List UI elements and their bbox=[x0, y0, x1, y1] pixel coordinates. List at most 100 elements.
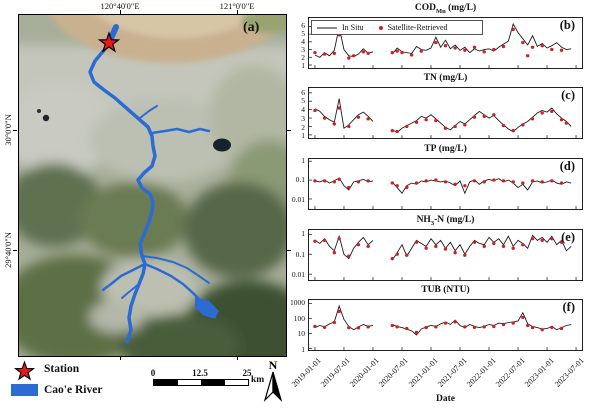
map-tick bbox=[237, 10, 238, 14]
satellite-point bbox=[313, 108, 317, 113]
satellite-point bbox=[356, 180, 361, 184]
x-axis-title: Date bbox=[436, 394, 455, 404]
satellite-point bbox=[530, 45, 535, 49]
panel-letter-f: (f) bbox=[562, 300, 576, 314]
y-tick-label: 2 bbox=[301, 122, 305, 132]
satellite-point bbox=[482, 50, 486, 54]
chart-title-d: TP (mg/L) bbox=[424, 144, 467, 154]
satellite-point bbox=[313, 239, 317, 243]
satellite-point bbox=[395, 49, 399, 53]
satellite-point bbox=[540, 44, 544, 48]
satellite-point bbox=[521, 243, 525, 247]
satellite-point bbox=[501, 44, 506, 49]
satellite-map bbox=[0, 0, 314, 380]
satellite-point bbox=[463, 184, 467, 188]
satellite-point bbox=[337, 177, 341, 181]
satellite-point bbox=[540, 328, 544, 332]
satellite-point bbox=[482, 180, 486, 184]
satellite-point bbox=[356, 115, 361, 119]
satellite-map-image bbox=[0, 0, 314, 380]
scalebar-end: 25 bbox=[242, 368, 252, 378]
map-lat-label-2: 29°40'0"N bbox=[3, 232, 13, 268]
satellite-point bbox=[414, 181, 419, 185]
satellite-point bbox=[366, 51, 370, 56]
dark-spot bbox=[42, 114, 50, 122]
satellite-point bbox=[332, 180, 337, 184]
satellite-point bbox=[521, 40, 525, 45]
satellite-point bbox=[443, 44, 448, 48]
in-situ-series bbox=[314, 98, 572, 133]
satellite-point bbox=[322, 238, 327, 243]
satellite-point bbox=[492, 241, 496, 246]
satellite-point bbox=[424, 325, 428, 330]
y-tick-label: 5 bbox=[301, 96, 305, 106]
satellite-point bbox=[395, 252, 399, 256]
satellite-point bbox=[332, 122, 337, 126]
y-tick-label: 6 bbox=[301, 21, 305, 31]
satellite-point bbox=[463, 123, 467, 127]
satellite-point bbox=[559, 240, 564, 244]
satellite-point bbox=[347, 56, 351, 60]
map-tick bbox=[237, 356, 238, 360]
satellite-point bbox=[443, 180, 448, 184]
river-path bbox=[88, 24, 211, 344]
satellite-point bbox=[550, 47, 554, 52]
satellite-point bbox=[463, 253, 467, 257]
satellite-point bbox=[347, 124, 351, 129]
satellite-point bbox=[424, 118, 428, 122]
plot-area-c bbox=[308, 87, 583, 139]
chart-title-e: NH3-N (mg/L) bbox=[416, 215, 475, 227]
satellite-point bbox=[356, 326, 361, 330]
x-tick-label: 2022-07-01 bbox=[494, 356, 527, 389]
satellite-point bbox=[526, 323, 530, 328]
y-tick-label: 3 bbox=[301, 45, 305, 55]
plot-area-e bbox=[308, 229, 583, 281]
map-lon-label-2: 121°0'0"E bbox=[219, 1, 255, 11]
y-tick-label: 1 bbox=[301, 155, 305, 165]
legend-station-label: Station bbox=[44, 363, 80, 375]
y-tick-label: 0.01 bbox=[291, 270, 305, 280]
scalebar-bar bbox=[153, 379, 249, 386]
map-tick bbox=[287, 130, 291, 131]
y-tick-label: 1 bbox=[301, 61, 305, 71]
x-tick-label: 2021-01-01 bbox=[406, 356, 440, 389]
satellite-point bbox=[332, 320, 337, 325]
map-tick bbox=[120, 10, 121, 14]
x-tick-label: 2019-07-01 bbox=[318, 356, 352, 389]
x-tick-label: 2020-01-01 bbox=[348, 356, 381, 389]
satellite-point bbox=[414, 240, 419, 244]
satellite-point bbox=[492, 47, 496, 52]
reservoir bbox=[195, 297, 219, 319]
satellite-point bbox=[453, 251, 457, 255]
satellite-point bbox=[405, 253, 409, 257]
satellite-point bbox=[356, 243, 361, 247]
satellite-point bbox=[472, 115, 477, 119]
satellite-point bbox=[472, 240, 477, 244]
satellite-point bbox=[492, 324, 496, 329]
dark-spot bbox=[37, 109, 41, 113]
satellite-point bbox=[472, 325, 477, 330]
satellite-point bbox=[501, 179, 506, 183]
scalebar-mid: 12.5 bbox=[192, 368, 208, 378]
satellite-point bbox=[351, 54, 356, 58]
satellite-point bbox=[511, 321, 515, 325]
x-tick-label: 2020-07-01 bbox=[377, 356, 411, 389]
y-tick-label: 0.1 bbox=[295, 175, 305, 185]
plot-area-d bbox=[308, 158, 583, 210]
satellite-point bbox=[564, 121, 569, 125]
satellite-point bbox=[453, 124, 457, 129]
satellite-point bbox=[366, 179, 370, 183]
satellite-point bbox=[434, 325, 438, 329]
station-star-icon bbox=[97, 31, 121, 53]
legend-in-situ-label: In Situ bbox=[342, 23, 364, 32]
y-tick-label: 10 bbox=[297, 329, 306, 339]
satellite-point bbox=[395, 184, 399, 188]
satellite-point bbox=[559, 326, 564, 331]
satellite-point bbox=[347, 185, 351, 190]
satellite-point bbox=[400, 50, 404, 55]
satellite-point bbox=[492, 178, 496, 182]
satellite-point bbox=[530, 179, 535, 183]
y-tick-label: 100 bbox=[293, 313, 305, 323]
satellite-point bbox=[414, 330, 419, 335]
